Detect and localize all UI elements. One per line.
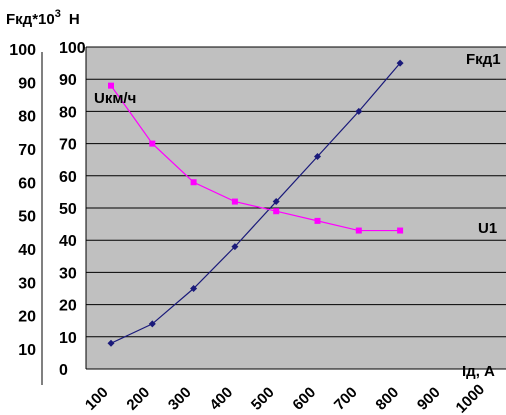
y-tick-inner: 10 bbox=[59, 330, 77, 347]
series-line-1 bbox=[110, 85, 401, 232]
y-tick-outer: 90 bbox=[18, 75, 36, 92]
data-point bbox=[314, 152, 321, 160]
x-tick-label: 400 bbox=[206, 384, 236, 414]
y-tick-outer: 60 bbox=[18, 175, 36, 192]
x-tick-label: 800 bbox=[372, 384, 402, 414]
data-point bbox=[107, 339, 115, 347]
y-tick-inner: 100 bbox=[59, 40, 86, 57]
data-point bbox=[355, 227, 362, 234]
y-tick-inner: 0 bbox=[59, 362, 68, 379]
data-point bbox=[397, 227, 404, 234]
gridlines bbox=[86, 46, 506, 370]
y-tick-outer: 30 bbox=[18, 275, 36, 292]
series-label-fkd1: Fкд1 bbox=[466, 51, 501, 68]
data-point bbox=[108, 82, 114, 89]
x-tick-label: 100 bbox=[82, 384, 112, 414]
y-tick-inner: 80 bbox=[59, 104, 77, 121]
y-tick-outer: 20 bbox=[18, 309, 36, 326]
x-tick-label: 600 bbox=[289, 384, 319, 414]
data-point bbox=[190, 179, 197, 186]
data-point bbox=[231, 243, 239, 251]
x-tick-label: 1000 bbox=[453, 381, 489, 415]
x-tick-label: 900 bbox=[414, 384, 444, 414]
y-tick-inner: 70 bbox=[59, 137, 77, 154]
y-tick-outer: 40 bbox=[18, 242, 36, 259]
y-axis-inner-ticks: 0 10 20 30 40 50 60 70 80 90 100 bbox=[59, 40, 86, 379]
y-tick-inner: 90 bbox=[59, 72, 77, 89]
series-line-0 bbox=[110, 62, 401, 344]
y-tick-inner: 40 bbox=[59, 233, 77, 250]
y-axis-label: Fкд*103 Н bbox=[6, 8, 80, 28]
y-axis-label-unit: Н bbox=[69, 11, 80, 28]
y-axis-label-text: Fкд*10 bbox=[6, 11, 55, 28]
data-point bbox=[149, 140, 156, 147]
series-label-u-kmh: Uкм/ч bbox=[94, 90, 136, 107]
x-tick-label: 300 bbox=[165, 384, 195, 414]
y-axis-label-exponent: 3 bbox=[55, 8, 61, 20]
y-tick-outer: 70 bbox=[18, 142, 36, 159]
y-tick-inner: 30 bbox=[59, 265, 77, 282]
data-point bbox=[396, 59, 404, 67]
data-point bbox=[190, 285, 198, 292]
x-axis-ticks: 100 200 300 400 500 600 700 800 900 1000 bbox=[82, 381, 488, 415]
data-point bbox=[148, 320, 156, 328]
y-tick-inner: 60 bbox=[59, 169, 77, 186]
data-point bbox=[272, 198, 280, 206]
data-point bbox=[231, 198, 238, 205]
y-tick-outer: 80 bbox=[18, 109, 36, 126]
y-axis-outer-ticks: 10 20 30 40 50 60 70 80 90 100 bbox=[9, 42, 36, 359]
data-point bbox=[314, 217, 321, 224]
y-tick-outer: 100 bbox=[9, 42, 36, 59]
series-label-u1: U1 bbox=[478, 220, 497, 237]
data-point bbox=[273, 208, 280, 215]
data-point bbox=[355, 107, 363, 115]
y-tick-inner: 50 bbox=[59, 201, 77, 218]
y-tick-outer: 10 bbox=[18, 342, 36, 359]
y-tick-outer: 50 bbox=[18, 209, 36, 226]
x-axis-label: Iд, А bbox=[462, 363, 495, 380]
y-tick-inner: 20 bbox=[59, 298, 77, 315]
x-tick-label: 200 bbox=[123, 384, 153, 414]
x-tick-label: 700 bbox=[331, 384, 361, 414]
x-tick-label: 500 bbox=[248, 384, 278, 414]
series-layer bbox=[107, 59, 404, 347]
